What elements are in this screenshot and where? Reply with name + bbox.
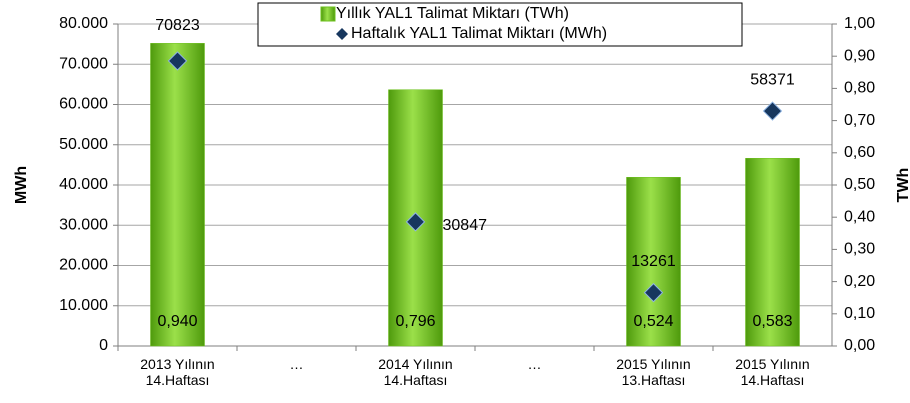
legend-swatch — [320, 6, 336, 22]
y2-tick-label: 0,30 — [844, 241, 875, 258]
y2-tick-label: 0,80 — [844, 80, 875, 97]
y-tick-label: 40.000 — [59, 176, 108, 193]
legend-label: Haftalık YAL1 Talimat Miktarı (MWh) — [351, 25, 607, 42]
diamond-marker — [643, 282, 664, 303]
bar — [150, 43, 205, 347]
legend-label: Yıllık YAL1 Talimat Miktarı (TWh) — [336, 5, 569, 22]
diamond-marker — [167, 51, 188, 71]
y2-tick-label: 0,90 — [844, 47, 875, 64]
x-tick-label: … — [527, 356, 542, 372]
bar-label: 0,583 — [752, 313, 792, 330]
x-tick-label: 2013 Yılının 14.Haftası — [140, 356, 215, 388]
x-tick-label: 2015 Yılının 13.Haftası — [616, 356, 691, 388]
y2-tick-label: 0,60 — [844, 144, 875, 161]
legend-swatch — [336, 28, 348, 40]
y-tick-label: 80.000 — [59, 15, 108, 32]
x-tick-label: … — [289, 356, 304, 372]
point-label: 70823 — [155, 17, 200, 34]
y-tick-label: 30.000 — [59, 216, 108, 233]
x-tick-label: 2014 Yılının 14.Haftası — [378, 356, 453, 388]
y2-tick-label: 1,00 — [844, 15, 875, 32]
y-tick-label: 10.000 — [59, 297, 108, 314]
y2-tick-label: 0,50 — [844, 176, 875, 193]
bar — [626, 177, 681, 347]
bar-label: 0,524 — [633, 313, 673, 330]
diamond-marker — [762, 101, 783, 121]
y-tick-label: 0 — [99, 337, 108, 354]
x-tick-label: 2015 Yılının 14.Haftası — [735, 356, 810, 388]
point-label: 58371 — [750, 71, 795, 88]
y2-tick-label: 0,00 — [844, 337, 875, 354]
y-axis-title: MWh — [13, 166, 30, 204]
bar-label: 0,796 — [395, 313, 435, 330]
y-tick-label: 20.000 — [59, 257, 108, 274]
bar — [745, 158, 800, 347]
legend-box — [257, 2, 743, 47]
y-tick-label: 70.000 — [59, 55, 108, 72]
point-label: 13261 — [631, 253, 676, 270]
y2-axis-title: TWh — [895, 168, 910, 203]
y2-tick-label: 0,40 — [844, 208, 875, 225]
diamond-marker — [405, 212, 426, 232]
y-tick-label: 50.000 — [59, 136, 108, 153]
y-tick-label: 60.000 — [59, 96, 108, 113]
point-label: 30847 — [443, 217, 488, 234]
y2-tick-label: 0,10 — [844, 305, 875, 322]
bar-label: 0,940 — [157, 313, 197, 330]
y2-tick-label: 0,20 — [844, 273, 875, 290]
y2-tick-label: 0,70 — [844, 112, 875, 129]
